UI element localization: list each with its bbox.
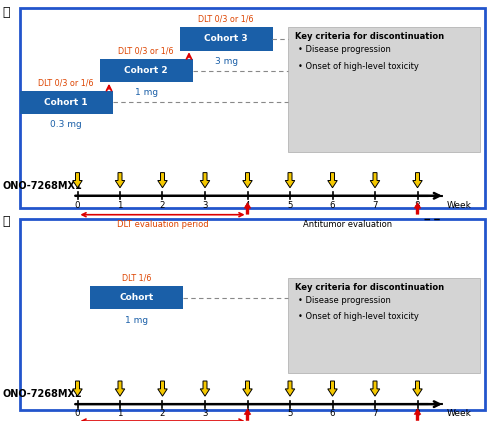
Polygon shape [413, 381, 422, 396]
Text: 4: 4 [245, 409, 250, 418]
Text: 7: 7 [372, 201, 378, 210]
Bar [20, 91, 112, 114]
Text: 3 mg: 3 mg [214, 57, 238, 66]
Text: 8: 8 [415, 409, 420, 418]
Text: 6: 6 [330, 409, 335, 418]
Polygon shape [115, 173, 125, 188]
Text: 1 mg: 1 mg [124, 316, 148, 325]
Polygon shape [158, 173, 167, 188]
Polygon shape [285, 173, 294, 188]
Bar [288, 27, 480, 152]
Text: Cohort: Cohort [119, 293, 154, 302]
Polygon shape [328, 381, 337, 396]
Bar [20, 219, 485, 410]
Text: 3: 3 [202, 201, 208, 210]
Text: DLT 1/6: DLT 1/6 [122, 274, 151, 283]
Bar [100, 59, 192, 82]
Text: Week: Week [446, 409, 471, 418]
Text: Antitumor evaluation: Antitumor evaluation [303, 220, 392, 229]
Text: Cohort 1: Cohort 1 [44, 98, 88, 107]
Text: 0: 0 [75, 409, 80, 418]
Text: DLT 0/3 or 1/6: DLT 0/3 or 1/6 [118, 47, 174, 56]
Polygon shape [414, 203, 421, 214]
Text: 7: 7 [372, 409, 378, 418]
Text: 8: 8 [415, 201, 420, 210]
Bar [180, 27, 272, 51]
Text: • Disease progression: • Disease progression [298, 45, 390, 54]
Polygon shape [370, 381, 380, 396]
Polygon shape [243, 173, 252, 188]
Polygon shape [115, 381, 125, 396]
Polygon shape [328, 173, 337, 188]
Text: Week: Week [446, 201, 471, 210]
Text: DLT 0/3 or 1/6: DLT 0/3 or 1/6 [198, 15, 254, 24]
Text: DLT evaluation period: DLT evaluation period [116, 220, 208, 229]
Text: 2: 2 [160, 409, 165, 418]
Text: Key criteria for discontinuation: Key criteria for discontinuation [295, 283, 444, 292]
Text: • Disease progression: • Disease progression [298, 296, 390, 304]
Text: Key criteria for discontinuation: Key criteria for discontinuation [295, 32, 444, 41]
Text: Cohort 3: Cohort 3 [204, 35, 248, 43]
Text: 1: 1 [117, 409, 123, 418]
Polygon shape [243, 381, 252, 396]
Text: 5: 5 [287, 201, 293, 210]
Text: Cohort 2: Cohort 2 [124, 66, 168, 75]
Text: Ⓐ: Ⓐ [2, 6, 10, 19]
Bar [20, 8, 485, 208]
Bar [90, 286, 182, 309]
Text: 6: 6 [330, 201, 335, 210]
Text: ONO-7268MX2: ONO-7268MX2 [2, 389, 82, 400]
Polygon shape [73, 381, 82, 396]
Polygon shape [244, 203, 251, 214]
Polygon shape [200, 381, 210, 396]
Text: 3: 3 [202, 409, 208, 418]
Bar [288, 278, 480, 373]
Text: 0.3 mg: 0.3 mg [50, 120, 82, 129]
Text: ONO-7268MX1: ONO-7268MX1 [2, 181, 82, 191]
Text: 1: 1 [117, 201, 123, 210]
Polygon shape [414, 409, 421, 421]
Polygon shape [200, 173, 210, 188]
Polygon shape [370, 173, 380, 188]
Text: 0: 0 [75, 201, 80, 210]
Text: 5: 5 [287, 409, 293, 418]
Polygon shape [285, 381, 294, 396]
Text: 4: 4 [245, 201, 250, 210]
Text: 1 mg: 1 mg [134, 88, 158, 97]
Polygon shape [244, 409, 251, 421]
Text: 2: 2 [160, 201, 165, 210]
Polygon shape [73, 173, 82, 188]
Polygon shape [158, 381, 167, 396]
Text: Ⓑ: Ⓑ [2, 215, 10, 228]
Polygon shape [413, 173, 422, 188]
Text: DLT 0/3 or 1/6: DLT 0/3 or 1/6 [38, 78, 94, 87]
Text: • Onset of high-level toxicity: • Onset of high-level toxicity [298, 62, 418, 71]
Text: • Onset of high-level toxicity: • Onset of high-level toxicity [298, 312, 418, 321]
